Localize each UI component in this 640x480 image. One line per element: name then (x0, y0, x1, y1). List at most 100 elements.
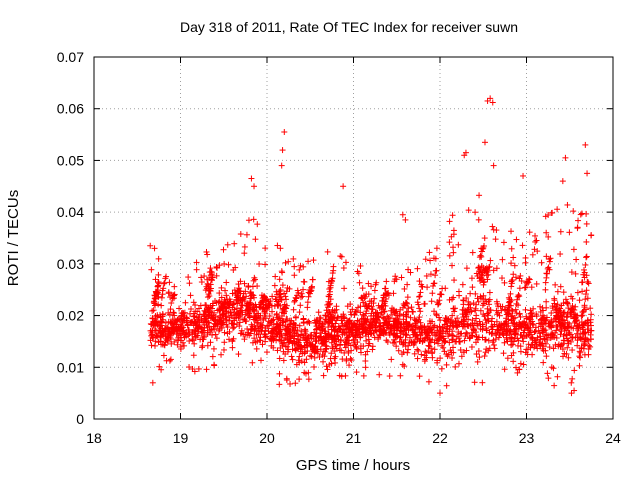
data-point (561, 337, 568, 344)
data-point (295, 289, 302, 296)
data-point (515, 292, 522, 299)
data-point (323, 345, 330, 352)
data-point (159, 329, 166, 336)
data-point (497, 303, 504, 310)
data-point (560, 300, 567, 307)
data-point (229, 344, 236, 351)
data-point (402, 216, 409, 223)
data-point (383, 295, 390, 302)
data-point (382, 302, 389, 309)
data-point (186, 364, 193, 371)
data-point (463, 265, 470, 272)
data-point (584, 295, 591, 302)
data-point (575, 217, 582, 224)
data-point (241, 243, 248, 250)
data-point (160, 280, 167, 287)
data-point (300, 315, 307, 322)
data-point (213, 272, 220, 279)
data-point (368, 330, 375, 337)
data-point (486, 301, 493, 308)
data-point (289, 356, 296, 363)
data-point (429, 329, 436, 336)
data-point (554, 313, 561, 320)
data-point (420, 324, 427, 331)
data-point (481, 242, 488, 249)
data-point (486, 329, 493, 336)
data-point (203, 321, 210, 328)
data-point (557, 228, 564, 235)
data-point (384, 338, 391, 345)
data-point (351, 341, 358, 348)
data-point (458, 353, 465, 360)
data-point (587, 305, 594, 312)
y-tick-label: 0.02 (57, 308, 84, 324)
data-point (399, 211, 406, 218)
data-point (571, 367, 578, 374)
data-point (582, 320, 589, 327)
data-point (447, 316, 454, 323)
data-point (345, 334, 352, 341)
data-point (542, 286, 549, 293)
data-point (229, 304, 236, 311)
data-point (353, 326, 360, 333)
data-point (542, 320, 549, 327)
data-point (396, 338, 403, 345)
data-point (356, 279, 363, 286)
data-point (249, 283, 256, 290)
data-point (398, 351, 405, 358)
data-point (554, 373, 561, 380)
data-point (297, 332, 304, 339)
data-point (393, 343, 400, 350)
data-point (167, 332, 174, 339)
data-point (203, 248, 210, 255)
data-point (545, 233, 552, 240)
data-point (478, 253, 485, 260)
data-point (401, 285, 408, 292)
data-point (350, 324, 357, 331)
data-point (548, 309, 555, 316)
data-point (353, 369, 360, 376)
data-point (446, 239, 453, 246)
data-point (147, 337, 154, 344)
data-point (316, 353, 323, 360)
data-point (210, 316, 217, 323)
data-point (397, 334, 404, 341)
data-point (581, 330, 588, 337)
data-point (499, 330, 506, 337)
data-point (332, 326, 339, 333)
data-point (216, 290, 223, 297)
data-point (510, 271, 517, 278)
data-point (321, 353, 328, 360)
data-point (276, 276, 283, 283)
data-point (365, 280, 372, 287)
data-point (209, 353, 216, 360)
data-point (502, 321, 509, 328)
data-point (378, 309, 385, 316)
data-point (415, 301, 422, 308)
data-point (432, 332, 439, 339)
data-point (461, 152, 468, 159)
data-point (207, 265, 214, 272)
data-point (324, 248, 331, 255)
data-point (227, 309, 234, 316)
data-point (546, 323, 553, 330)
data-point (342, 344, 349, 351)
data-point (582, 329, 589, 336)
data-point (214, 307, 221, 314)
data-point (371, 295, 378, 302)
data-point (532, 232, 539, 239)
data-point (276, 294, 283, 301)
data-point (366, 302, 373, 309)
data-point (249, 291, 256, 298)
data-point (231, 240, 238, 247)
data-point (407, 269, 414, 276)
data-point (481, 278, 488, 285)
data-point (205, 283, 212, 290)
data-point (362, 357, 369, 364)
data-point (461, 337, 468, 344)
data-point (262, 261, 269, 268)
data-point (267, 330, 274, 337)
data-point (454, 315, 461, 322)
data-point (330, 263, 337, 270)
data-point (157, 334, 164, 341)
